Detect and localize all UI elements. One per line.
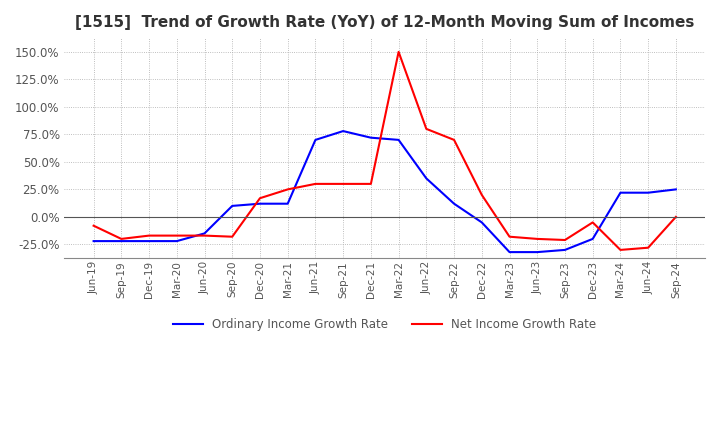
Net Income Growth Rate: [200, 233, 209, 238]
Net Income Growth Rate: [339, 181, 348, 187]
Ordinary Income Growth Rate: [450, 201, 459, 206]
Net Income Growth Rate: [477, 192, 486, 198]
Ordinary Income Growth Rate: [256, 201, 264, 206]
Net Income Growth Rate: [117, 236, 126, 242]
Ordinary Income Growth Rate: [505, 249, 514, 255]
Net Income Growth Rate: [588, 220, 597, 225]
Ordinary Income Growth Rate: [173, 238, 181, 244]
Net Income Growth Rate: [145, 233, 153, 238]
Legend: Ordinary Income Growth Rate, Net Income Growth Rate: Ordinary Income Growth Rate, Net Income …: [168, 313, 600, 336]
Line: Net Income Growth Rate: Net Income Growth Rate: [94, 52, 676, 250]
Net Income Growth Rate: [533, 236, 541, 242]
Net Income Growth Rate: [450, 137, 459, 143]
Ordinary Income Growth Rate: [477, 220, 486, 225]
Ordinary Income Growth Rate: [311, 137, 320, 143]
Ordinary Income Growth Rate: [533, 249, 541, 255]
Net Income Growth Rate: [422, 126, 431, 132]
Net Income Growth Rate: [505, 234, 514, 239]
Net Income Growth Rate: [228, 234, 237, 239]
Ordinary Income Growth Rate: [117, 238, 126, 244]
Net Income Growth Rate: [256, 195, 264, 201]
Net Income Growth Rate: [366, 181, 375, 187]
Ordinary Income Growth Rate: [284, 201, 292, 206]
Ordinary Income Growth Rate: [145, 238, 153, 244]
Ordinary Income Growth Rate: [200, 231, 209, 236]
Net Income Growth Rate: [395, 49, 403, 55]
Ordinary Income Growth Rate: [395, 137, 403, 143]
Net Income Growth Rate: [284, 187, 292, 192]
Ordinary Income Growth Rate: [644, 190, 652, 195]
Net Income Growth Rate: [89, 223, 98, 228]
Ordinary Income Growth Rate: [588, 236, 597, 242]
Ordinary Income Growth Rate: [366, 135, 375, 140]
Line: Ordinary Income Growth Rate: Ordinary Income Growth Rate: [94, 131, 676, 252]
Net Income Growth Rate: [644, 245, 652, 250]
Net Income Growth Rate: [561, 237, 570, 242]
Ordinary Income Growth Rate: [672, 187, 680, 192]
Net Income Growth Rate: [311, 181, 320, 187]
Net Income Growth Rate: [616, 247, 625, 253]
Title: [1515]  Trend of Growth Rate (YoY) of 12-Month Moving Sum of Incomes: [1515] Trend of Growth Rate (YoY) of 12-…: [75, 15, 694, 30]
Ordinary Income Growth Rate: [228, 203, 237, 209]
Net Income Growth Rate: [173, 233, 181, 238]
Ordinary Income Growth Rate: [339, 128, 348, 134]
Ordinary Income Growth Rate: [561, 247, 570, 253]
Ordinary Income Growth Rate: [422, 176, 431, 181]
Ordinary Income Growth Rate: [616, 190, 625, 195]
Ordinary Income Growth Rate: [89, 238, 98, 244]
Net Income Growth Rate: [672, 214, 680, 220]
